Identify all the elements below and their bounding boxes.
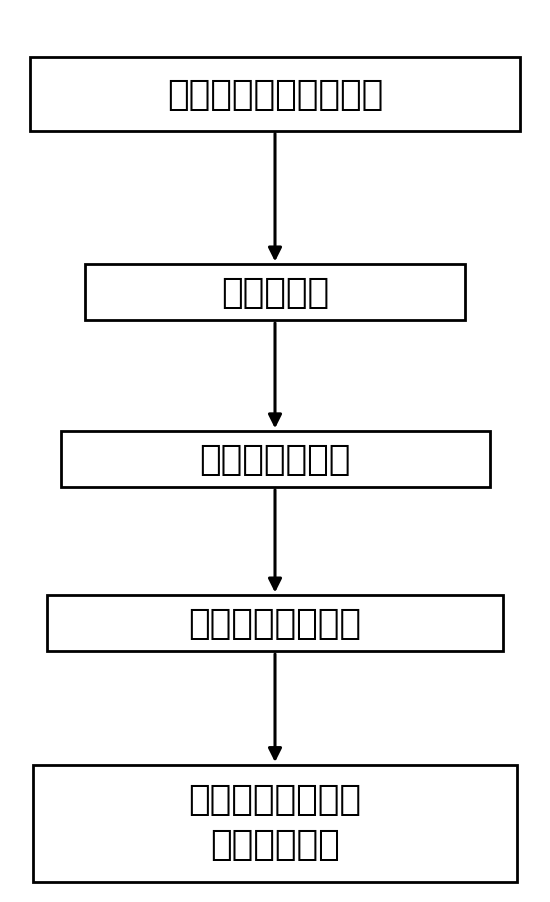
Text: 根据老化因子大小
判断老化程度: 根据老化因子大小 判断老化程度 xyxy=(189,783,361,862)
Bar xyxy=(85,264,465,320)
Text: 计算老化因子大小: 计算老化因子大小 xyxy=(189,607,361,641)
Text: 去极化电流测量: 去极化电流测量 xyxy=(199,443,351,477)
Bar xyxy=(47,595,503,651)
Text: 抗干扰处理: 抗干扰处理 xyxy=(221,276,329,310)
Bar xyxy=(60,431,490,487)
Text: 对被测样品进行预处理: 对被测样品进行预处理 xyxy=(167,78,383,112)
Bar xyxy=(30,57,520,131)
Bar xyxy=(33,765,517,882)
